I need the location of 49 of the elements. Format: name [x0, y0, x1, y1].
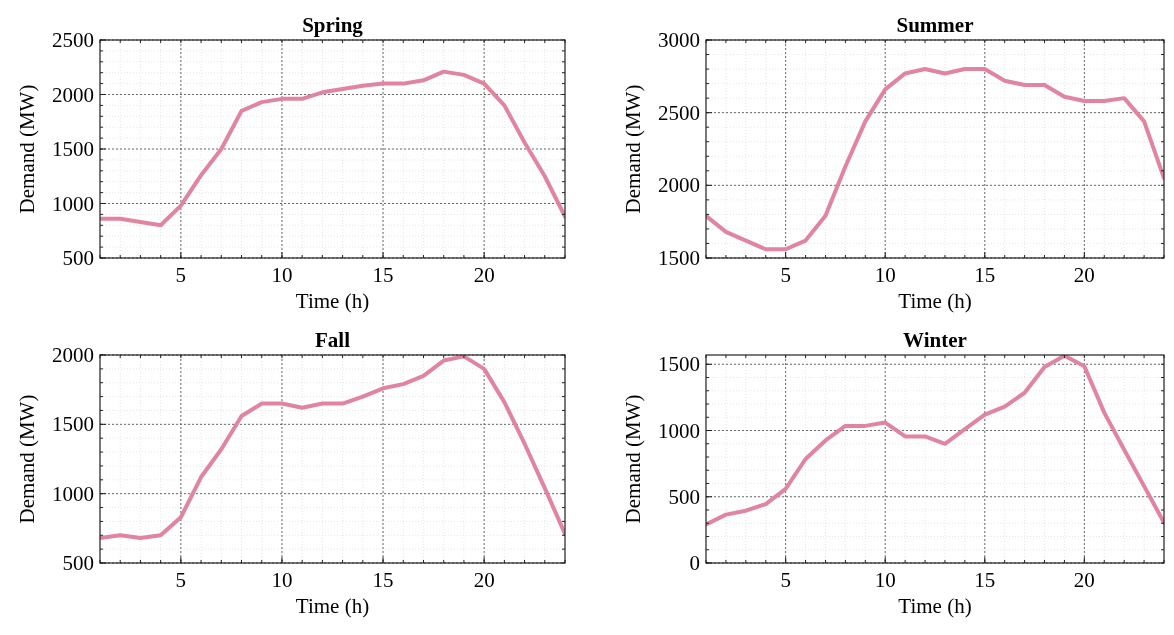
- x-tick-label: 15: [974, 263, 996, 287]
- x-axis-title: Time (h): [295, 289, 370, 313]
- x-tick-label: 15: [372, 568, 394, 592]
- y-tick-label: 2000: [658, 173, 700, 198]
- y-tick-label: 1500: [52, 412, 94, 437]
- y-tick-label: 0: [689, 551, 700, 575]
- y-tick-label: 1000: [52, 481, 94, 506]
- y-tick-label: 2500: [52, 28, 94, 52]
- y-axis-title: Demand (MW): [621, 84, 645, 214]
- x-tick-label: 5: [175, 263, 187, 287]
- x-tick-label: 20: [1073, 263, 1095, 287]
- y-axis-title: Demand (MW): [621, 394, 645, 524]
- x-tick-label: 5: [780, 568, 791, 592]
- x-tick-label: 5: [780, 263, 791, 287]
- line-series: [100, 355, 565, 541]
- y-tick-label: 1000: [658, 418, 700, 443]
- y-tick-label: 2000: [52, 82, 94, 107]
- y-tick-label: 2000: [52, 343, 94, 367]
- line-series: [100, 69, 565, 228]
- y-tick-label: 1500: [52, 137, 94, 161]
- x-axis-title: Time (h): [295, 594, 370, 618]
- x-tick-label: 20: [473, 568, 495, 592]
- y-tick-label: 1500: [658, 352, 700, 377]
- y-tick-label: 3000: [658, 28, 700, 52]
- chart-title: Summer: [896, 13, 974, 37]
- y-tick-label: 2500: [658, 100, 700, 125]
- line-series: [706, 355, 1164, 527]
- x-tick-label: 20: [1073, 568, 1095, 592]
- x-tick-label: 15: [974, 568, 996, 592]
- x-tick-label: 10: [271, 263, 293, 287]
- x-axis-title: Time (h): [898, 594, 972, 618]
- line-series: [706, 67, 1164, 252]
- y-tick-label: 500: [668, 484, 700, 509]
- x-tick-label: 10: [874, 263, 896, 287]
- y-tick-label: 500: [62, 551, 94, 575]
- y-axis-title: Demand (MW): [15, 84, 39, 214]
- y-tick-label: 1500: [658, 246, 700, 270]
- x-tick-label: 5: [175, 568, 187, 592]
- x-tick-label: 20: [473, 263, 495, 287]
- chart-title: Spring: [302, 13, 364, 37]
- chart-title: Fall: [315, 328, 351, 352]
- x-axis-title: Time (h): [898, 289, 972, 313]
- x-tick-label: 15: [372, 263, 394, 287]
- y-tick-label: 500: [62, 246, 94, 270]
- y-axis-title: Demand (MW): [15, 394, 39, 524]
- y-tick-label: 1000: [52, 191, 94, 216]
- x-tick-label: 10: [271, 568, 293, 592]
- chart-title: Winter: [903, 328, 967, 352]
- x-tick-label: 10: [874, 568, 896, 592]
